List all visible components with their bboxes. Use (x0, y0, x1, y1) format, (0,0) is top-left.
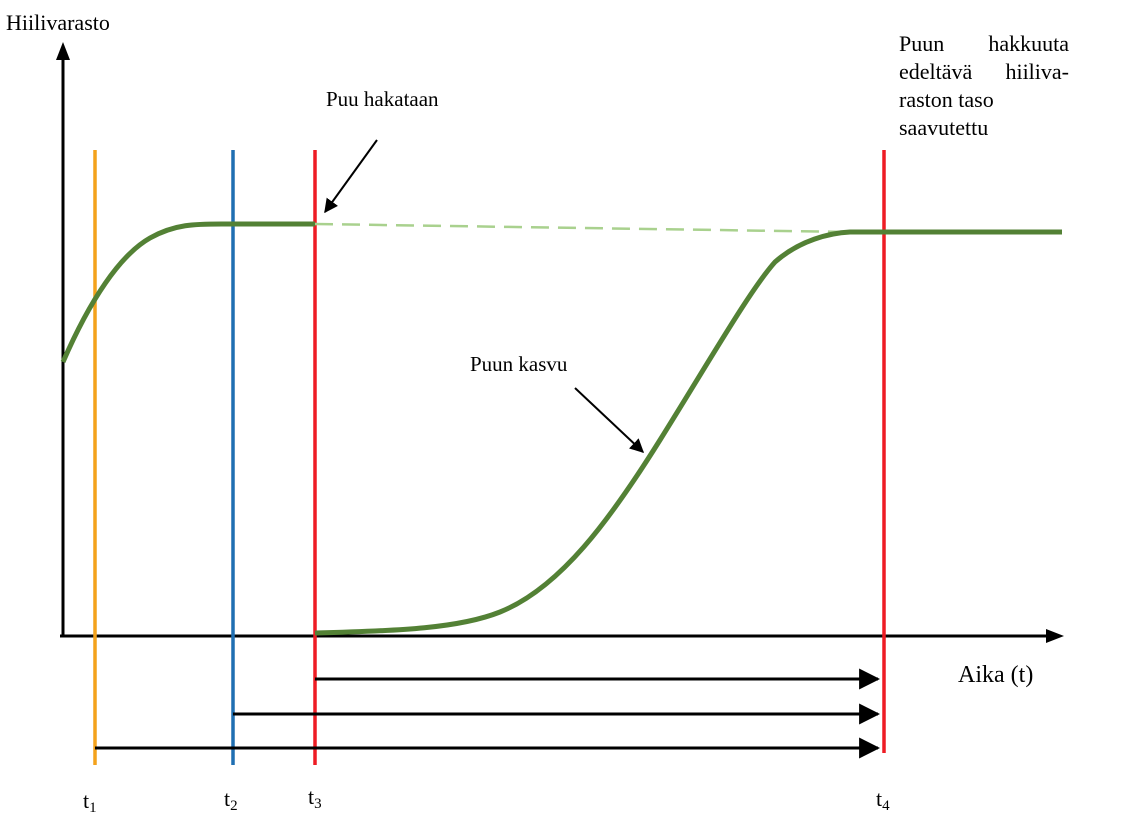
regrowth-curve (314, 229, 1062, 636)
restored-note-line-4: saavutettu (899, 115, 989, 140)
x-axis-label: Aika (t) (958, 662, 1034, 688)
growth-pointer-arrow (574, 387, 645, 453)
pre-harvest-level-dashed (314, 222, 851, 234)
y-axis-arrowhead (56, 42, 70, 60)
restored-level-note: Puun hakkuuta edeltävä hiiliva- raston t… (899, 30, 1069, 142)
initial-growth-curve (60, 221, 315, 363)
y-axis-label: Hiilivarasto (6, 10, 110, 35)
harvest-label: Puu hakataan (326, 87, 439, 111)
restored-note-line-1: Puun hakkuuta (899, 31, 1069, 56)
growth-label: Puun kasvu (470, 352, 568, 376)
restored-note-line-3: raston taso (899, 87, 994, 112)
x-axis-arrowhead (1046, 629, 1064, 643)
tick-t1: t1 (83, 788, 97, 816)
tick-t4: t4 (876, 786, 890, 814)
harvest-pointer-arrow (324, 139, 378, 214)
tick-t3: t3 (308, 784, 322, 812)
restored-note-line-2: edeltävä hiiliva- (899, 59, 1069, 84)
tick-t2: t2 (224, 786, 238, 814)
